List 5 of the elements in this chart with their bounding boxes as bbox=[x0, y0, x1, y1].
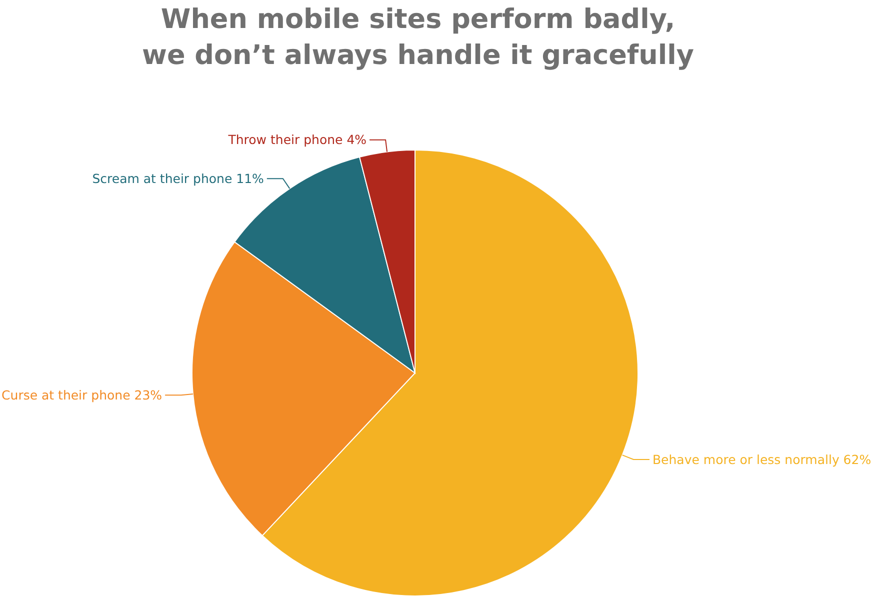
slice-label: Curse at their phone 23% bbox=[2, 387, 162, 402]
slice-label: Scream at their phone 11% bbox=[92, 171, 264, 186]
chart-title: When mobile sites perform badly, we don’t always handle it gracefully bbox=[142, 4, 694, 71]
slice-label: Behave more or less normally 62% bbox=[652, 452, 872, 467]
slice-label: Throw their phone 4% bbox=[227, 132, 367, 148]
